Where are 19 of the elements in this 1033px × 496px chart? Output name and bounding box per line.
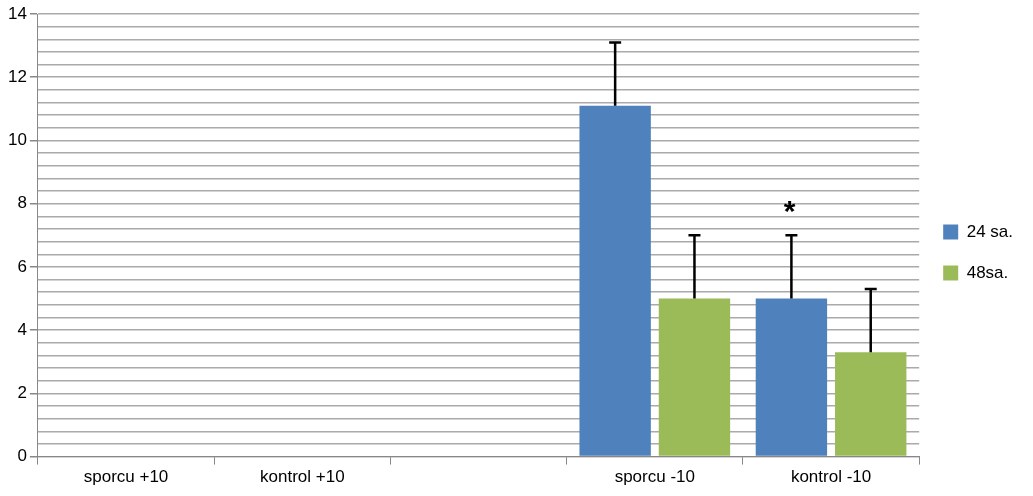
x-tick-label: kontrol +10	[260, 467, 345, 487]
bar	[579, 105, 651, 456]
annotation: *	[783, 194, 796, 228]
y-tick-label: 12	[7, 66, 27, 86]
y-tick-label: 2	[17, 383, 27, 403]
y-tick-label: 6	[17, 256, 27, 276]
y-tick-label: 14	[7, 3, 27, 23]
x-tick-label: sporcu +10	[83, 467, 169, 487]
bar	[835, 352, 907, 456]
legend-label: 48sa.	[966, 262, 1009, 282]
bar	[755, 298, 828, 456]
y-tick-label: 0	[17, 446, 27, 466]
bar	[658, 298, 731, 456]
x-tick-label: kontrol -10	[790, 467, 872, 487]
y-tick-label: 10	[7, 130, 27, 150]
x-tick-label: sporcu -10	[614, 467, 695, 487]
y-tick-label: 4	[17, 319, 27, 339]
y-tick-label: 8	[17, 193, 27, 213]
legend-label: 24 sa.	[966, 221, 1013, 241]
